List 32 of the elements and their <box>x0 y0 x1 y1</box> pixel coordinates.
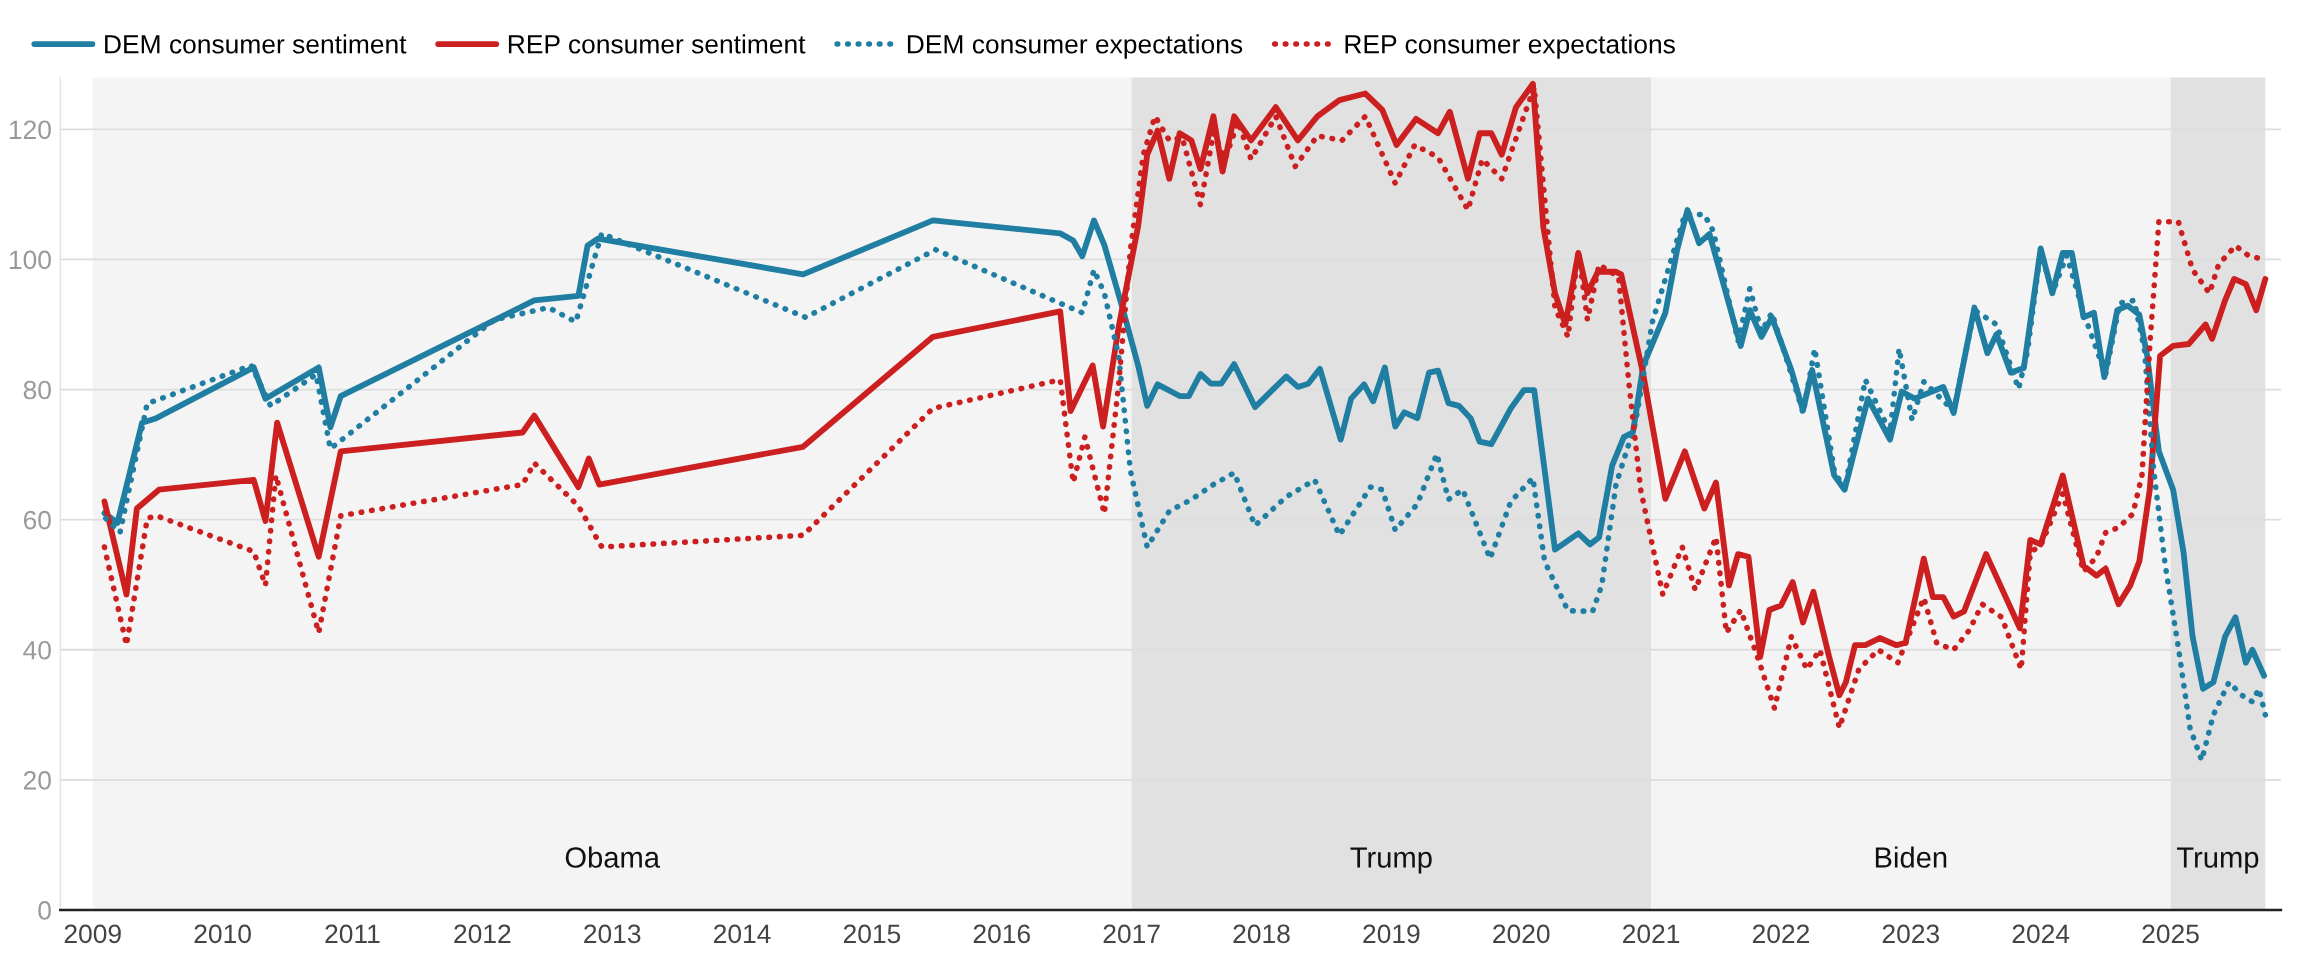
y-tick-label: 0 <box>38 901 51 920</box>
x-tick-label: 2012 <box>454 924 511 944</box>
x-tick-label: 2014 <box>714 924 771 944</box>
x-tick-label: 2021 <box>1623 924 1680 944</box>
x-tick-label: 2016 <box>973 924 1030 944</box>
y-tick-label: 100 <box>9 250 51 270</box>
band-label: Trump <box>1350 847 1432 874</box>
x-tick-label: 2011 <box>325 924 380 944</box>
x-tick-label: 2023 <box>1882 924 1939 944</box>
y-tick-label: 80 <box>23 380 51 400</box>
x-tick-label: 2020 <box>1493 924 1550 944</box>
band-label: Obama <box>565 846 661 868</box>
x-tick-label: 2013 <box>584 924 641 944</box>
y-tick-label: 60 <box>23 510 51 530</box>
y-tick-label: 20 <box>23 771 51 790</box>
x-tick-label: 2009 <box>64 924 121 944</box>
y-tick-label: 40 <box>23 640 51 660</box>
x-tick-label: 2024 <box>2012 924 2070 944</box>
band-label: Biden <box>1875 846 1947 868</box>
x-tick-label: 2022 <box>1752 924 1809 944</box>
x-tick-label: 2017 <box>1103 924 1160 944</box>
legend-label: DEM consumer expectations <box>907 34 1243 59</box>
x-tick-label: 2015 <box>843 924 901 944</box>
legend-label: DEM consumer sentiment <box>105 34 407 54</box>
band-label: Trump <box>2177 847 2259 874</box>
legend-label: REP consumer sentiment <box>508 34 806 54</box>
x-tick-label: 2018 <box>1233 924 1290 944</box>
y-tick-label: 120 <box>9 120 51 140</box>
x-tick-label: 2025 <box>2142 924 2199 944</box>
x-tick-label: 2010 <box>194 924 251 944</box>
x-tick-label: 2019 <box>1363 924 1420 944</box>
legend-label: REP consumer expectations <box>1345 34 1675 59</box>
